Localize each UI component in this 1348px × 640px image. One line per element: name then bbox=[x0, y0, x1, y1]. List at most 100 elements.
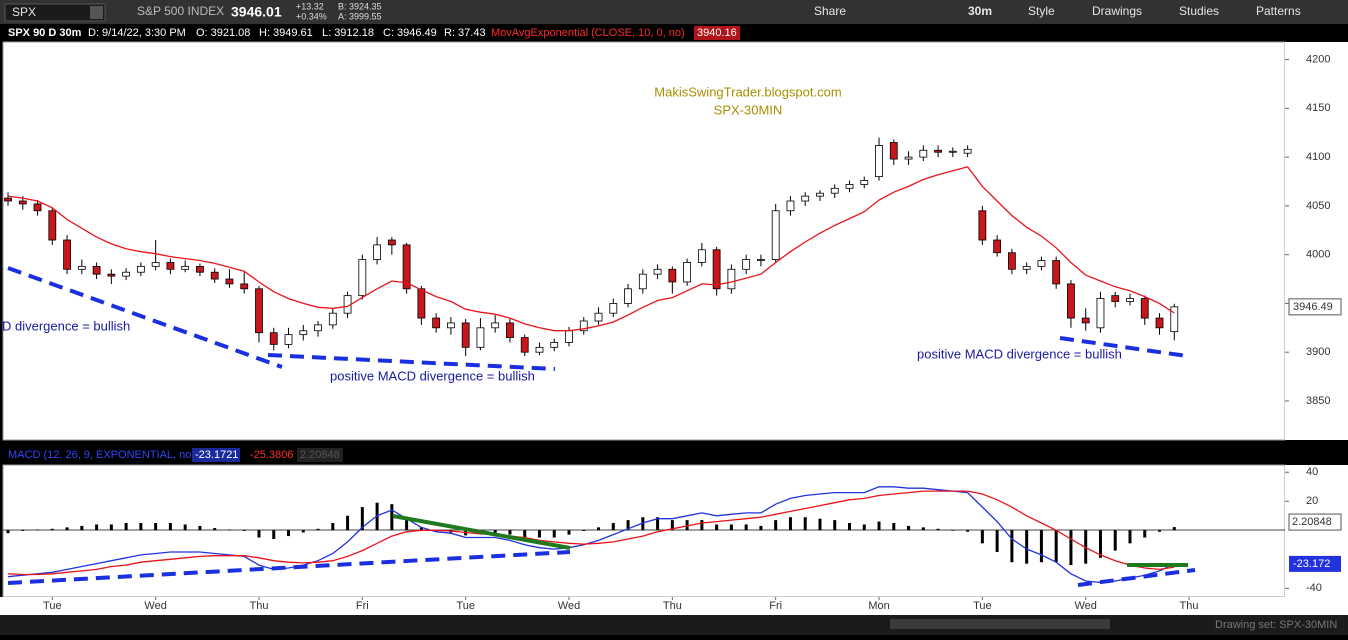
low: L: 3912.18 bbox=[322, 27, 374, 39]
histogram-bar bbox=[656, 517, 660, 531]
histogram-bar bbox=[1010, 530, 1014, 563]
histogram-bar bbox=[419, 527, 423, 531]
candle-body bbox=[875, 145, 883, 178]
candle-body bbox=[181, 265, 190, 270]
histogram-bar bbox=[951, 530, 955, 531]
histogram-bar bbox=[862, 524, 866, 531]
x-tick-label: Thu bbox=[250, 600, 269, 612]
scrollbar[interactable] bbox=[890, 619, 1110, 629]
histogram-bar bbox=[567, 530, 571, 535]
histogram-bar bbox=[744, 524, 748, 531]
macd-label: -23.172 bbox=[1293, 558, 1330, 570]
candle-body bbox=[727, 268, 736, 290]
candle-body bbox=[1155, 317, 1164, 329]
symbol-input[interactable] bbox=[4, 3, 106, 22]
macd-label-box bbox=[1289, 555, 1341, 572]
y-tick-label: 4200 bbox=[1306, 53, 1330, 65]
histogram-bar bbox=[685, 520, 689, 531]
period-button[interactable]: 30m bbox=[968, 4, 992, 18]
x-tick-label: Thu bbox=[663, 600, 682, 612]
histogram-bar bbox=[729, 524, 733, 531]
macd-axis bbox=[1285, 465, 1348, 597]
trendline[interactable] bbox=[7, 266, 283, 369]
candle-body bbox=[1126, 298, 1134, 302]
y-tick-label: 4000 bbox=[1306, 249, 1330, 261]
x-tick-label: Fri bbox=[769, 600, 782, 612]
candle-body bbox=[934, 149, 942, 153]
candle-body bbox=[624, 288, 632, 304]
symbol: SPX bbox=[12, 5, 36, 19]
histogram-bar bbox=[552, 530, 556, 538]
drawings-button[interactable]: Drawings bbox=[1092, 4, 1142, 18]
close: C: 3946.49 bbox=[383, 27, 437, 39]
trendline[interactable] bbox=[7, 550, 571, 585]
time-axis bbox=[0, 597, 1348, 615]
candle-body bbox=[387, 239, 396, 246]
candle-body bbox=[18, 200, 27, 205]
candle-body bbox=[535, 346, 544, 353]
histogram-bar bbox=[360, 507, 364, 531]
candle-body bbox=[255, 288, 263, 334]
study-header bbox=[0, 24, 1348, 42]
y-tick-label: 4150 bbox=[1306, 102, 1330, 114]
drawing-set: Drawing set: SPX-30MIN bbox=[1215, 619, 1337, 631]
y-tick-label: 4050 bbox=[1306, 200, 1330, 212]
candle-body bbox=[225, 278, 234, 285]
histogram-bar bbox=[788, 517, 792, 531]
histogram-bar bbox=[995, 530, 999, 553]
histogram-bar bbox=[80, 525, 84, 531]
histogram-bar bbox=[227, 529, 231, 531]
histogram-bar bbox=[1113, 530, 1117, 551]
trendline[interactable] bbox=[267, 353, 556, 371]
x-tick-label: Fri bbox=[356, 600, 369, 612]
histogram-bar bbox=[1158, 530, 1162, 532]
candle-body bbox=[1081, 317, 1090, 324]
histogram-bar bbox=[626, 520, 630, 531]
candle-body bbox=[240, 283, 249, 290]
x-tick-label: Wed bbox=[144, 600, 166, 612]
candle-body bbox=[447, 322, 455, 329]
histogram-bar bbox=[95, 524, 99, 531]
histogram-bar bbox=[537, 530, 541, 538]
change-pct: +0.34% bbox=[296, 11, 327, 21]
histogram-bar bbox=[154, 523, 158, 531]
candle-body bbox=[993, 239, 1002, 254]
watermark: SPX-30MIN bbox=[714, 102, 783, 117]
studies-button[interactable]: Studies bbox=[1179, 4, 1219, 18]
histogram-bar bbox=[670, 520, 674, 531]
candle-body bbox=[461, 322, 470, 348]
candle-body bbox=[801, 195, 810, 202]
candle-body bbox=[638, 273, 647, 290]
diff-value: 2.20848 bbox=[300, 449, 340, 461]
histogram-bar bbox=[493, 530, 497, 534]
histogram-bar bbox=[907, 525, 911, 531]
candle-body bbox=[299, 330, 308, 336]
histogram-bar bbox=[198, 525, 202, 531]
candle-body bbox=[845, 184, 854, 189]
annotation: D divergence = bullish bbox=[2, 318, 130, 333]
signal-value: -25.3806 bbox=[250, 449, 293, 461]
histogram-bar bbox=[1098, 530, 1102, 558]
histogram-bar bbox=[508, 530, 512, 535]
candle-body bbox=[491, 322, 500, 329]
candle-body bbox=[107, 273, 116, 277]
candle-body bbox=[757, 259, 765, 261]
symbol-dropdown[interactable] bbox=[90, 6, 103, 19]
style-button[interactable]: Style bbox=[1028, 4, 1055, 18]
share-button[interactable]: Share bbox=[814, 4, 846, 18]
patterns-button[interactable]: Patterns bbox=[1256, 4, 1301, 18]
candle-body bbox=[358, 259, 367, 297]
histogram-bar bbox=[1128, 530, 1132, 544]
range: R: 37.43 bbox=[444, 27, 486, 39]
candle-body bbox=[1067, 283, 1075, 319]
candle-body bbox=[683, 262, 692, 283]
x-tick-label: Wed bbox=[1074, 600, 1096, 612]
candle-body bbox=[314, 324, 322, 332]
trendline[interactable] bbox=[392, 514, 571, 550]
last-price-label: 3946.49 bbox=[1293, 301, 1333, 313]
histogram-bar bbox=[936, 528, 940, 531]
histogram-bar bbox=[921, 527, 925, 531]
histogram-bar bbox=[109, 524, 113, 531]
trendline[interactable] bbox=[1077, 568, 1196, 587]
histogram-bar bbox=[1025, 530, 1029, 564]
